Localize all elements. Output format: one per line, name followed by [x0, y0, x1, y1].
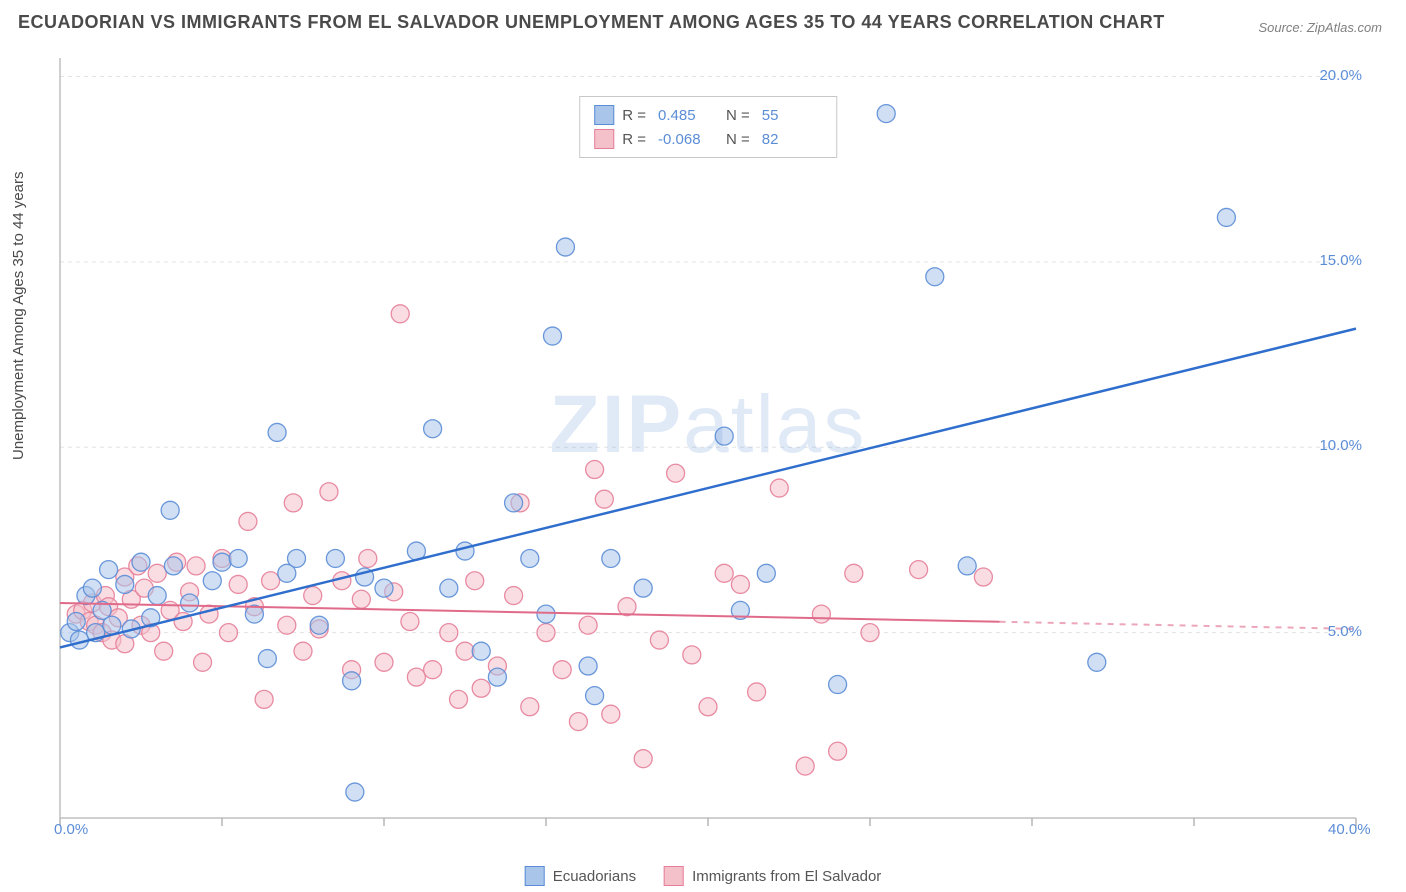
correlation-legend: R = 0.485 N = 55 R = -0.068 N = 82 — [579, 96, 837, 158]
y-tick-label: 5.0% — [1328, 623, 1362, 640]
chart-area: ZIPatlas R =0.485N =55R =-0.068N =82 5.0… — [48, 46, 1368, 836]
n-label: N = — [726, 131, 750, 148]
y-axis-label: Unemployment Among Ages 35 to 44 years — [10, 171, 27, 460]
y-tick-label: 10.0% — [1319, 437, 1362, 454]
y-tick-label: 15.0% — [1319, 252, 1362, 269]
legend-swatch — [525, 866, 545, 886]
r-label: R = — [622, 131, 646, 148]
legend-swatch — [594, 129, 614, 149]
correlation-legend-row: R = -0.068 N = 82 — [594, 127, 822, 151]
n-value: 82 — [762, 131, 822, 148]
series-legend-label: Ecuadorians — [553, 868, 636, 885]
n-label: N = — [726, 107, 750, 124]
y-tick-label: 20.0% — [1319, 67, 1362, 84]
legend-swatch — [664, 866, 684, 886]
source-attribution: Source: ZipAtlas.com — [1258, 20, 1382, 35]
r-label: R = — [622, 107, 646, 124]
chart-title: ECUADORIAN VS IMMIGRANTS FROM EL SALVADO… — [18, 12, 1165, 33]
r-value: 0.485 — [658, 107, 718, 124]
series-legend-item: Immigrants from El Salvador — [664, 866, 881, 886]
r-value: -0.068 — [658, 131, 718, 148]
correlation-legend-row: R = 0.485 N = 55 — [594, 103, 822, 127]
series-legend: Ecuadorians Immigrants from El Salvador — [525, 866, 882, 886]
series-legend-item: Ecuadorians — [525, 866, 636, 886]
legend-swatch — [594, 105, 614, 125]
scatter-plot — [48, 46, 1368, 836]
series-legend-label: Immigrants from El Salvador — [692, 868, 881, 885]
x-tick-label: 40.0% — [1328, 821, 1371, 838]
x-tick-label: 0.0% — [54, 821, 88, 838]
n-value: 55 — [762, 107, 822, 124]
